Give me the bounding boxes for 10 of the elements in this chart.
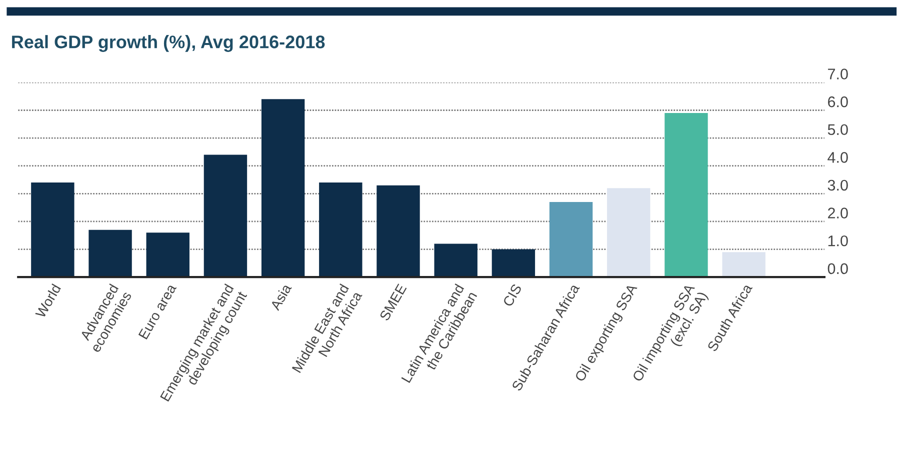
y-tick-label: 0.0 (828, 263, 848, 274)
y-tick-label: 6.0 (828, 96, 848, 108)
chart-title: Real GDP growth (%), Avg 2016-2018 (12, 35, 325, 52)
y-tick-label: 4.0 (828, 152, 848, 163)
y-tick-label: 7.0 (828, 68, 848, 80)
y-tick-label: 3.0 (828, 180, 848, 191)
y-tick-label: 2.0 (828, 208, 848, 218)
x-tick-label: CIS (502, 283, 522, 308)
y-tick-label: 5.0 (828, 124, 848, 136)
y-tick-label: 1.0 (828, 235, 848, 246)
